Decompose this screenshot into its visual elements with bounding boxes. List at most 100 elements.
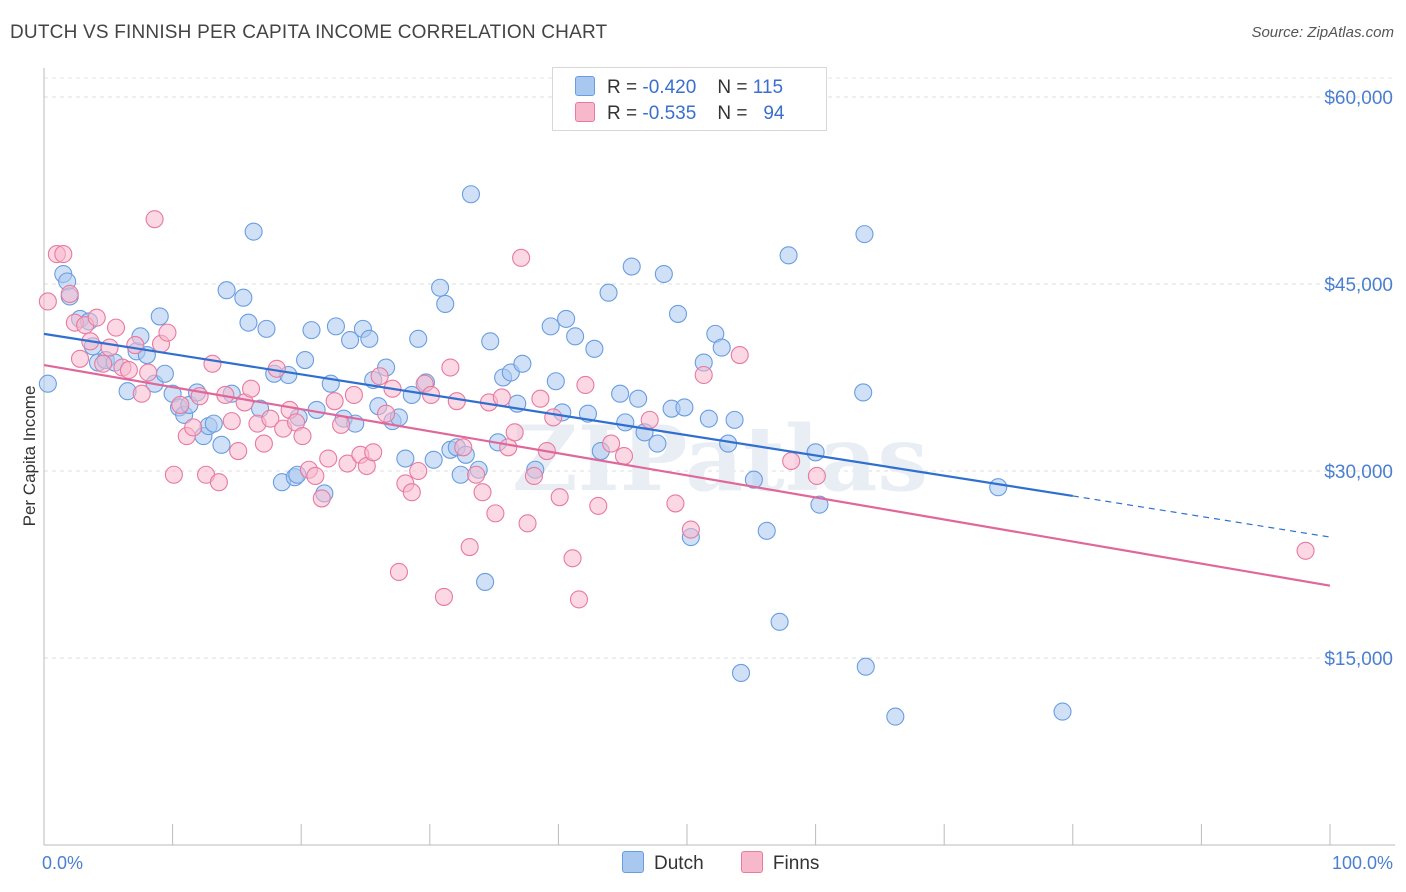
finns-point: [576, 375, 595, 395]
finns-point: [209, 473, 228, 492]
finns-point: [460, 537, 479, 557]
finns-point: [807, 466, 826, 486]
finns-point: [100, 338, 119, 357]
finns-point: [492, 388, 511, 407]
x-tick-labels: 0.0% 100.0%: [42, 853, 1393, 873]
x-tick-label-min: 0.0%: [42, 853, 83, 873]
legend-n-value: 115: [752, 77, 784, 98]
axes: [43, 68, 1395, 846]
finns-point: [467, 465, 486, 484]
legend-label-dutch: Dutch: [654, 853, 704, 874]
dutch-point: [585, 339, 604, 358]
finns-point: [614, 446, 634, 466]
finns-point: [312, 489, 331, 508]
finns-point: [261, 409, 280, 428]
finns-point: [338, 454, 357, 473]
legend-swatch-dutch: [622, 851, 644, 873]
dutch-point: [810, 495, 829, 514]
dutch-point: [648, 434, 667, 453]
legend-item-dutch: Dutch: [622, 851, 704, 875]
dutch-point: [668, 304, 688, 323]
finns-point: [694, 365, 713, 385]
finns-point: [782, 451, 801, 471]
finns-point: [402, 483, 421, 502]
dutch-point: [744, 470, 763, 489]
finns-point: [60, 284, 79, 304]
finns-point: [666, 494, 685, 513]
dutch-point: [1053, 702, 1072, 721]
dutch-point: [424, 450, 443, 469]
dutch-point: [541, 317, 560, 336]
legend-n-value: 94: [763, 103, 785, 124]
legend-swatch-dutch: [575, 76, 595, 96]
finns-point: [229, 442, 248, 461]
finns-point: [171, 395, 190, 414]
dutch-point: [675, 398, 694, 417]
dutch-point: [239, 313, 258, 332]
dutch-point: [856, 657, 875, 676]
finns-point: [106, 318, 126, 337]
finns-point: [364, 443, 383, 462]
finns-point: [158, 323, 177, 342]
finns-point: [544, 408, 563, 427]
dutch-point: [611, 384, 630, 403]
finns-point: [434, 587, 453, 606]
dutch-point: [513, 354, 532, 373]
finns-point: [319, 449, 338, 468]
dutch-point: [855, 225, 874, 244]
dutch-point: [757, 521, 776, 540]
legend-n-label: N =: [717, 77, 748, 98]
finns-point: [563, 549, 582, 568]
y-tick-label: $15,000: [1324, 649, 1393, 670]
dutch-point: [481, 332, 500, 351]
dutch-point: [341, 331, 360, 350]
finns-point: [54, 245, 73, 264]
legend-r-label: R =: [607, 103, 638, 124]
finns-point: [119, 360, 138, 380]
dutch-point: [212, 435, 231, 454]
dutch-point: [770, 612, 789, 631]
finns-point: [293, 427, 312, 446]
finns-point: [531, 389, 550, 408]
watermark: ZIPatlas: [512, 406, 928, 512]
legend-r-label: R =: [607, 77, 638, 98]
y-tick-label: $30,000: [1324, 462, 1393, 483]
finns-point: [409, 461, 428, 481]
dutch-point: [360, 329, 379, 348]
trend-lines: [43, 332, 1331, 587]
finns-point: [126, 336, 145, 355]
grid-lines: [44, 77, 1395, 659]
finns-point: [132, 384, 151, 403]
finns-point: [681, 520, 700, 539]
legend-swatch-finns: [740, 851, 763, 873]
finns-point: [145, 210, 164, 229]
dutch-point: [436, 294, 455, 313]
legend-row-dutch: R = -0.420 N = 115: [575, 76, 783, 102]
dutch-point: [731, 663, 751, 683]
finns-point: [306, 466, 325, 486]
dutch-point: [557, 309, 576, 328]
dutch-point: [150, 307, 169, 326]
finns-point: [164, 465, 183, 484]
dutch-point: [234, 288, 253, 307]
finns-point: [447, 392, 466, 411]
dutch-point: [244, 222, 263, 241]
legend-swatch-finns: [575, 102, 595, 122]
finns-point: [640, 410, 659, 429]
finns-point: [486, 504, 505, 523]
finns-point: [325, 392, 344, 411]
legend-row-finns: R = -0.535 N = 94: [575, 102, 784, 128]
dutch-point: [326, 317, 345, 336]
y-tick-labels: $15,000 $30,000 $45,000 $60,000: [1324, 88, 1393, 670]
finns-point: [505, 423, 524, 442]
finns-point: [87, 308, 106, 327]
legend-item-finns: Finns: [740, 851, 819, 875]
dutch-point: [779, 246, 798, 265]
finns-point: [518, 514, 537, 533]
finns-point: [241, 379, 261, 398]
finns-point: [1296, 541, 1315, 560]
dutch-point: [296, 350, 315, 370]
dutch-point: [257, 319, 276, 338]
x-tick-label-max: 100.0%: [1332, 853, 1393, 873]
